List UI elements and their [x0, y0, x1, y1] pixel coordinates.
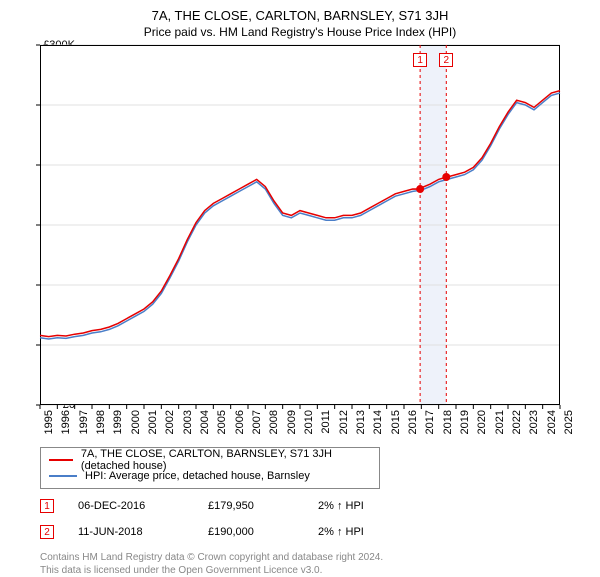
legend-label: 7A, THE CLOSE, CARLTON, BARNSLEY, S71 3J… [81, 448, 371, 472]
x-tick-label: 2007 [251, 410, 263, 434]
x-tick-label: 1999 [112, 410, 124, 434]
sale-row-marker: 2 [40, 525, 54, 539]
x-tick-label: 2010 [303, 410, 315, 434]
x-tick-label: 2013 [355, 410, 367, 434]
x-tick-label: 2020 [476, 410, 488, 434]
x-tick-label: 2006 [234, 410, 246, 434]
x-tick-label: 2008 [268, 410, 280, 434]
x-tick-label: 2017 [424, 410, 436, 434]
sale-date: 11-JUN-2018 [78, 526, 208, 538]
x-tick-label: 2025 [563, 410, 575, 434]
chart-subtitle: Price paid vs. HM Land Registry's House … [0, 25, 600, 39]
x-tick-label: 2004 [199, 410, 211, 434]
sale-marker-badge: 1 [413, 53, 427, 67]
x-tick-label: 2015 [390, 410, 402, 434]
x-tick-label: 2022 [511, 410, 523, 434]
chart-svg [40, 45, 560, 405]
x-tick-label: 1995 [43, 410, 55, 434]
x-tick-label: 2011 [320, 410, 332, 434]
sale-marker-badge: 2 [439, 53, 453, 67]
legend-item: 7A, THE CLOSE, CARLTON, BARNSLEY, S71 3J… [49, 452, 371, 468]
x-tick-label: 2012 [338, 410, 350, 434]
footer-line-2: This data is licensed under the Open Gov… [40, 564, 600, 577]
sale-diff: 2% ↑ HPI [318, 500, 398, 512]
sale-row-marker: 1 [40, 499, 54, 513]
legend-label: HPI: Average price, detached house, Barn… [85, 470, 310, 482]
x-tick-label: 2018 [442, 410, 454, 434]
chart-container: 7A, THE CLOSE, CARLTON, BARNSLEY, S71 3J… [0, 8, 600, 568]
sale-price: £179,950 [208, 500, 318, 512]
sale-date: 06-DEC-2016 [78, 500, 208, 512]
x-tick-label: 2021 [494, 410, 506, 434]
x-tick-label: 2009 [286, 410, 298, 434]
legend: 7A, THE CLOSE, CARLTON, BARNSLEY, S71 3J… [40, 447, 380, 489]
x-tick-label: 2023 [528, 410, 540, 434]
x-tick-label: 2005 [216, 410, 228, 434]
chart-plot-area: £0£50K£100K£150K£200K£250K£300K199519961… [40, 45, 600, 405]
x-tick-label: 2024 [546, 410, 558, 434]
x-tick-label: 2016 [407, 410, 419, 434]
x-tick-label: 2014 [372, 410, 384, 434]
legend-swatch [49, 459, 73, 461]
x-tick-label: 2002 [164, 410, 176, 434]
chart-title: 7A, THE CLOSE, CARLTON, BARNSLEY, S71 3J… [0, 8, 600, 23]
x-tick-label: 2003 [182, 410, 194, 434]
legend-swatch [49, 475, 77, 477]
sale-diff: 2% ↑ HPI [318, 526, 398, 538]
sale-price: £190,000 [208, 526, 318, 538]
x-tick-label: 1996 [60, 410, 72, 434]
x-tick-label: 1998 [95, 410, 107, 434]
x-tick-label: 2019 [459, 410, 471, 434]
sale-row: 1 06-DEC-2016£179,9502% ↑ HPI [40, 497, 600, 515]
x-tick-label: 1997 [78, 410, 90, 434]
footer-line-1: Contains HM Land Registry data © Crown c… [40, 551, 600, 564]
sale-row: 2 11-JUN-2018£190,0002% ↑ HPI [40, 523, 600, 541]
x-tick-label: 2001 [147, 410, 159, 434]
footer: Contains HM Land Registry data © Crown c… [40, 551, 600, 577]
x-tick-label: 2000 [130, 410, 142, 434]
